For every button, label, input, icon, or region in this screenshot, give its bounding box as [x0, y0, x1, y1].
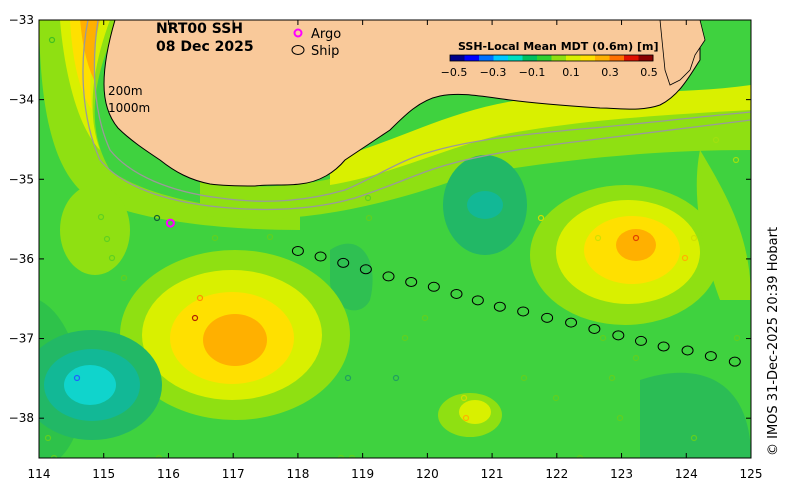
colorbar-swatch [479, 55, 494, 61]
colorbar-ticks: −0.5 −0.3 −0.1 0.1 0.3 0.5 [441, 66, 658, 79]
colorbar-swatches [450, 55, 654, 61]
x-tick-label: 117 [222, 467, 245, 481]
ship-marker [704, 351, 717, 362]
x-tick-label: 114 [28, 467, 51, 481]
colorbar: SSH-Local Mean MDT (0.6m) [m] −0.5 −0.3 −0… [441, 40, 659, 79]
isobath-label-200m: 200m [108, 84, 143, 98]
y-tick-label: −36 [9, 252, 34, 266]
x-axis: 114 115 116 117 118 119 120 121 122 123 124 125 [28, 20, 763, 481]
colorbar-tick-label: 0.1 [562, 66, 580, 79]
y-axis: −33 −34 −35 −36 −37 −38 [9, 13, 751, 425]
y-tick-label: −38 [9, 411, 34, 425]
ship-marker [681, 345, 694, 356]
colorbar-swatch [493, 55, 509, 61]
argo-floats [165, 218, 175, 228]
colorbar-tick-label: 0.3 [601, 66, 619, 79]
ship-legend-label: Ship [311, 44, 339, 59]
ship-marker [728, 356, 741, 367]
argo-float-marker [165, 218, 175, 228]
argo-legend-label: Argo [311, 27, 341, 42]
ship-track [291, 245, 741, 367]
colorbar-swatch [551, 55, 567, 61]
ship-marker [634, 335, 647, 346]
x-tick-label: 116 [157, 467, 180, 481]
map-frame [38, 19, 752, 459]
colorbar-swatch [624, 55, 639, 61]
isobath-label-1000m: 1000m [108, 101, 150, 115]
colorbar-tick-label: −0.5 [441, 66, 468, 79]
x-tick-label: 115 [92, 467, 115, 481]
colorbar-tick-label: 0.5 [640, 66, 658, 79]
x-tick-label: 118 [286, 467, 309, 481]
ship-marker [541, 312, 554, 323]
colorbar-swatch [508, 55, 523, 61]
x-tick-label: 125 [740, 467, 763, 481]
y-tick-label: −33 [9, 13, 34, 27]
x-tick-label: 119 [351, 467, 374, 481]
ship-marker [493, 301, 506, 312]
land-mass [103, 20, 701, 187]
ship-marker [337, 257, 350, 268]
ship-legend-icon [291, 45, 305, 55]
ship-marker [291, 245, 304, 256]
argo-legend-icon [293, 28, 303, 38]
colorbar-swatch [566, 55, 581, 61]
colorbar-swatch [522, 55, 538, 61]
colorbar-swatch [580, 55, 596, 61]
copyright-credit: © IMOS 31-Dec-2025 20:39 Hobart [766, 226, 781, 456]
ship-marker [359, 264, 372, 275]
colorbar-tick-label: −0.1 [519, 66, 546, 79]
map-plot-area [39, 20, 751, 458]
ship-marker [405, 277, 418, 288]
isobath-200m [93, 20, 751, 202]
x-tick-label: 123 [610, 467, 633, 481]
colorbar-swatch [464, 55, 480, 61]
x-tick-label: 124 [675, 467, 698, 481]
float-markers [44, 36, 741, 458]
ship-marker [450, 288, 463, 299]
ship-marker [471, 295, 484, 306]
marker-legend: Argo Ship [291, 27, 341, 59]
colorbar-swatch [537, 55, 552, 61]
colorbar-swatch [638, 55, 654, 61]
ship-marker [657, 341, 670, 352]
x-tick-label: 121 [481, 467, 504, 481]
colorbar-tick-label: −0.3 [480, 66, 507, 79]
ship-marker [612, 330, 625, 341]
ssh-field [39, 20, 751, 458]
colorbar-swatch [595, 55, 610, 61]
x-tick-label: 122 [545, 467, 568, 481]
ship-marker [565, 317, 578, 328]
y-tick-label: −37 [9, 332, 34, 346]
y-tick-label: −35 [9, 172, 34, 186]
x-tick-label: 120 [416, 467, 439, 481]
map-title-line1: NRT00 SSH [156, 21, 243, 37]
ship-marker [314, 251, 327, 262]
colorbar-swatch [450, 55, 465, 61]
ship-marker [427, 281, 440, 292]
map-title-line2: 08 Dec 2025 [156, 39, 254, 55]
ship-marker [588, 323, 601, 334]
isobath-1000m [82, 20, 751, 211]
ship-marker [517, 306, 530, 317]
colorbar-title: SSH-Local Mean MDT (0.6m) [m] [458, 40, 658, 53]
ship-marker [382, 271, 395, 282]
colorbar-swatch [609, 55, 625, 61]
y-tick-label: −34 [9, 93, 34, 107]
